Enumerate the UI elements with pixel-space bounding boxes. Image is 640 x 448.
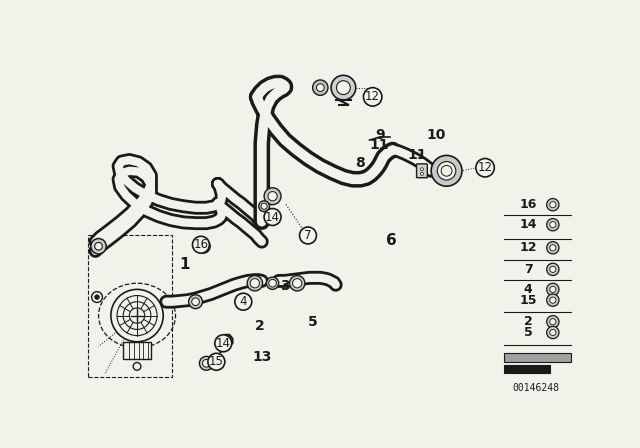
Circle shape [420, 168, 424, 171]
Circle shape [547, 294, 559, 306]
Circle shape [431, 155, 462, 186]
Circle shape [208, 353, 225, 370]
Circle shape [200, 356, 213, 370]
Circle shape [111, 289, 163, 342]
Text: 1: 1 [180, 257, 190, 272]
Circle shape [547, 241, 559, 254]
Text: 14: 14 [265, 211, 280, 224]
Circle shape [364, 88, 382, 106]
Circle shape [266, 277, 279, 289]
Text: 12: 12 [365, 90, 380, 103]
FancyBboxPatch shape [123, 342, 151, 359]
Text: 16: 16 [520, 198, 537, 211]
Text: 10: 10 [426, 128, 445, 142]
Circle shape [196, 239, 210, 253]
FancyBboxPatch shape [504, 353, 572, 362]
Text: 00146248: 00146248 [513, 383, 559, 393]
Circle shape [550, 297, 556, 303]
Text: 3: 3 [280, 279, 290, 293]
Circle shape [215, 335, 232, 352]
Circle shape [289, 276, 305, 291]
Circle shape [312, 80, 328, 95]
Circle shape [316, 84, 324, 91]
Circle shape [331, 75, 356, 100]
Text: 7: 7 [524, 263, 532, 276]
Text: 9: 9 [376, 129, 385, 142]
Text: 5: 5 [524, 326, 532, 339]
Circle shape [300, 227, 316, 244]
Circle shape [192, 298, 200, 306]
Circle shape [264, 188, 281, 205]
Circle shape [250, 279, 259, 288]
Circle shape [268, 192, 277, 201]
Circle shape [550, 329, 556, 336]
Circle shape [547, 263, 559, 276]
FancyBboxPatch shape [417, 164, 428, 178]
Circle shape [259, 201, 269, 211]
Circle shape [550, 245, 556, 251]
Text: 16: 16 [193, 238, 209, 251]
Circle shape [235, 293, 252, 310]
Circle shape [337, 81, 350, 95]
FancyBboxPatch shape [504, 365, 550, 373]
Text: 15: 15 [520, 293, 537, 307]
Circle shape [92, 292, 102, 302]
Circle shape [476, 159, 494, 177]
Circle shape [550, 222, 556, 228]
Circle shape [547, 219, 559, 231]
Text: 12: 12 [477, 161, 493, 174]
Circle shape [95, 242, 102, 250]
Circle shape [200, 242, 207, 250]
Circle shape [269, 280, 276, 287]
Circle shape [550, 319, 556, 325]
Text: 12: 12 [520, 241, 537, 254]
Circle shape [91, 238, 106, 254]
Text: 4: 4 [524, 283, 532, 296]
Circle shape [547, 315, 559, 328]
Text: 2: 2 [255, 319, 265, 333]
Text: 14: 14 [520, 218, 537, 231]
Circle shape [95, 295, 99, 299]
Circle shape [261, 203, 267, 209]
Circle shape [202, 359, 210, 367]
Text: 11: 11 [369, 138, 388, 151]
Circle shape [193, 236, 209, 253]
Text: 4: 4 [239, 295, 247, 308]
Text: 5: 5 [308, 314, 317, 329]
Circle shape [292, 279, 302, 288]
Text: 15: 15 [209, 355, 224, 368]
Circle shape [550, 266, 556, 272]
Circle shape [247, 276, 262, 291]
Circle shape [420, 172, 424, 176]
Circle shape [437, 162, 456, 180]
Circle shape [547, 326, 559, 339]
Circle shape [547, 283, 559, 296]
Text: 2: 2 [524, 315, 532, 328]
Circle shape [550, 202, 556, 208]
Circle shape [550, 286, 556, 293]
Circle shape [547, 198, 559, 211]
Circle shape [133, 362, 141, 370]
Circle shape [264, 208, 281, 225]
Text: 14: 14 [216, 337, 231, 350]
Text: 7: 7 [304, 229, 312, 242]
Text: 8: 8 [355, 156, 365, 170]
Text: 6: 6 [386, 233, 397, 248]
Circle shape [189, 295, 202, 309]
Text: 11: 11 [408, 148, 427, 162]
Text: 13: 13 [252, 350, 271, 364]
